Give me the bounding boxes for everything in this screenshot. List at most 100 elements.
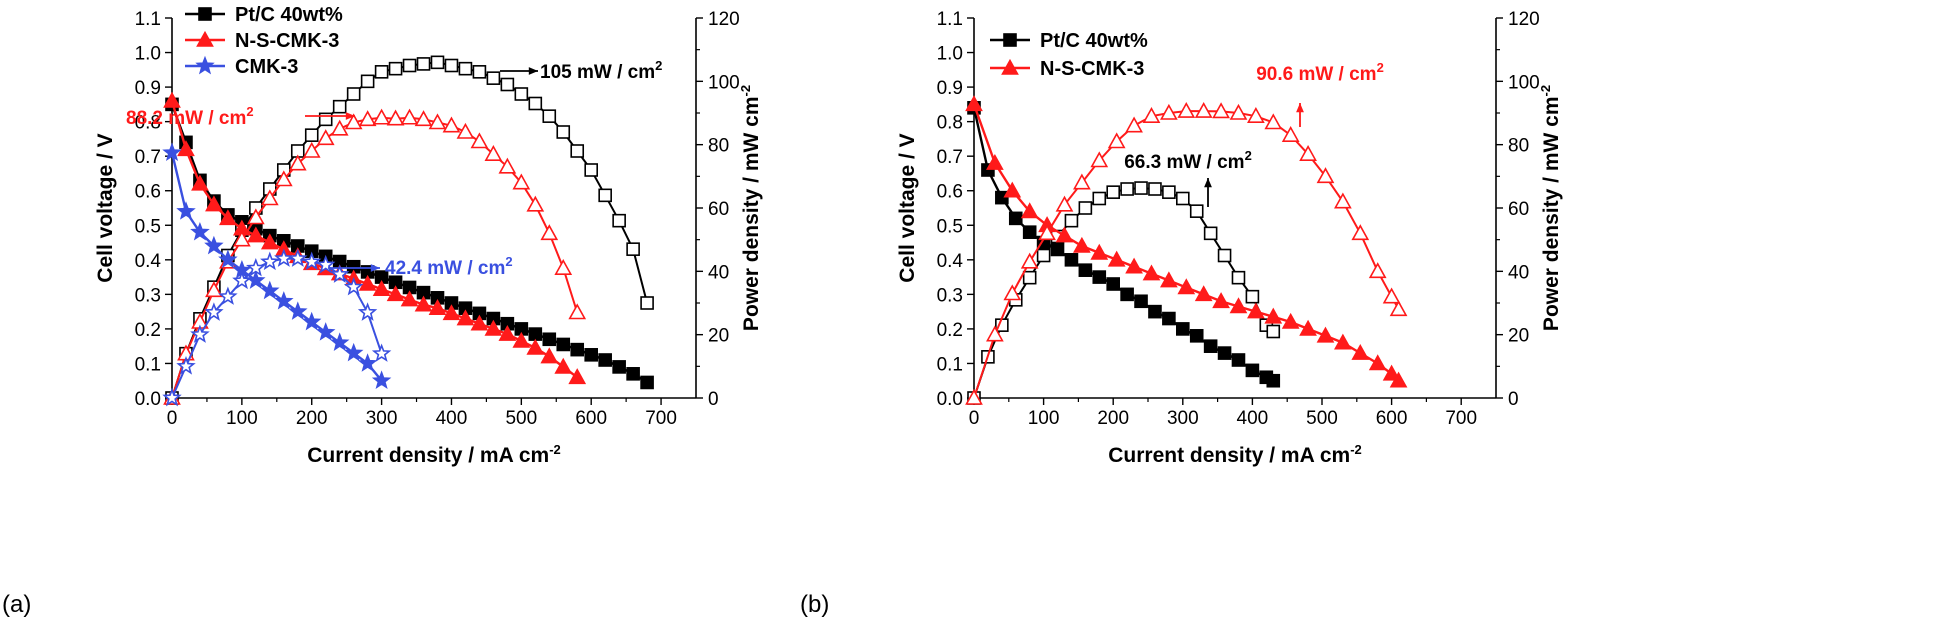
power-point (554, 259, 573, 275)
voltage-point (1022, 225, 1037, 239)
power-point (498, 157, 517, 174)
legend-entry: N-S-CMK-3 (185, 30, 339, 52)
power-point (472, 65, 487, 79)
y-left-tick-label: 0.0 (135, 389, 161, 410)
voltage-point (528, 327, 543, 341)
y-right-axis-title-base: Power density / mW cm (740, 97, 763, 332)
power-point (1266, 324, 1281, 339)
power-point (540, 224, 559, 241)
voltage-point (1148, 304, 1162, 319)
power-point (1036, 248, 1051, 263)
power-point (1020, 252, 1039, 269)
x-tick-label: 0 (969, 408, 980, 429)
power-point (1264, 113, 1283, 130)
power-point (218, 286, 238, 305)
x-tick-label: 600 (1376, 408, 1408, 429)
power-point (1281, 126, 1300, 142)
power-point (388, 61, 403, 76)
power-point (1064, 213, 1079, 228)
power-point (1299, 145, 1317, 161)
voltage-point (191, 174, 209, 191)
power-point (444, 58, 459, 73)
x-tick-label: 600 (575, 408, 607, 429)
voltage-point (1055, 226, 1074, 243)
power-point (260, 189, 279, 206)
y-left-tick-label: 0.9 (937, 78, 963, 99)
voltage-point (1090, 243, 1109, 260)
y-right-tick-label: 40 (708, 262, 729, 283)
voltage-point (1106, 277, 1120, 291)
y-left-tick-label: 0.6 (937, 182, 963, 203)
power-point (428, 113, 447, 130)
voltage-point (612, 360, 626, 374)
power-point (1106, 185, 1120, 199)
x-axis-title-sup: -2 (549, 442, 561, 457)
y-right-axis-title-base: Power density / mW cm (1540, 97, 1563, 332)
voltage-point (442, 304, 461, 321)
y-right-tick-label: 20 (1508, 326, 1529, 347)
power-point (965, 388, 983, 405)
power-point (1231, 270, 1246, 285)
power-point (640, 296, 654, 310)
y-right-tick-label: 80 (708, 136, 729, 157)
x-tick-label: 700 (645, 408, 677, 429)
power-point (514, 87, 529, 101)
y-left-axis-title: Cell voltage / V (896, 133, 919, 282)
power-point (246, 257, 266, 277)
voltage-point (1008, 211, 1023, 226)
voltage-point (1389, 371, 1408, 388)
x-axis-title: Current density / mA cm-2 (307, 442, 561, 467)
voltage-point (386, 285, 405, 302)
y-left-tick-label: 0.8 (135, 113, 161, 134)
voltage-point (1050, 242, 1065, 257)
y-right-tick-label: 80 (1508, 136, 1529, 157)
legend-label: N-S-CMK-3 (235, 30, 339, 52)
annotation-label-base: 42.4 mW / cm (385, 258, 505, 279)
power-point (1022, 270, 1037, 285)
voltage-point (163, 91, 181, 108)
voltage-point (329, 332, 350, 352)
voltage-point (1078, 263, 1093, 277)
voltage-point (542, 332, 557, 347)
x-tick-label: 300 (1167, 408, 1199, 429)
power-point (1316, 167, 1335, 184)
voltage-point (1316, 326, 1335, 343)
y-right-tick-label: 100 (708, 72, 740, 93)
y-right-tick-label: 0 (708, 389, 719, 410)
legend-entry: N-S-CMK-3 (990, 58, 1144, 80)
y-right-axis-title-sup: -2 (738, 85, 753, 97)
legend-marker (198, 7, 212, 21)
voltage-point (1281, 312, 1300, 329)
power-point (246, 208, 265, 225)
voltage-point (218, 249, 238, 269)
voltage-point (1142, 264, 1161, 281)
voltage-point (965, 95, 983, 112)
x-tick-label: 500 (1306, 408, 1338, 429)
power-point (1212, 102, 1230, 119)
power-point (162, 387, 182, 407)
annotation-label: 66.3 mW / cm2 (1124, 148, 1252, 173)
annotation-label-sup: 2 (505, 254, 512, 269)
voltage-point (1092, 270, 1107, 284)
voltage-point (986, 153, 1004, 170)
x-tick-label: 300 (366, 408, 398, 429)
voltage-point (498, 324, 517, 341)
annotation-label: 42.4 mW / cm2 (385, 254, 513, 279)
voltage-point (568, 368, 587, 385)
voltage-point (219, 209, 237, 226)
y-right-tick-label: 60 (1508, 199, 1529, 220)
voltage-point (1194, 285, 1213, 302)
voltage-point (176, 201, 196, 220)
y-left-tick-label: 0.7 (135, 147, 161, 168)
annotation-label-base: 105 mW / cm (540, 62, 655, 83)
y-right-axis-title-sup: -2 (1538, 85, 1553, 97)
voltage-point (358, 274, 377, 291)
x-tick-label: 400 (436, 408, 468, 429)
voltage-line (170, 152, 383, 382)
power-point (500, 77, 515, 92)
voltage-point (470, 314, 489, 331)
voltage-point (301, 311, 322, 331)
power-point (1038, 224, 1056, 241)
voltage-point (204, 235, 224, 255)
voltage-point (1020, 202, 1039, 219)
